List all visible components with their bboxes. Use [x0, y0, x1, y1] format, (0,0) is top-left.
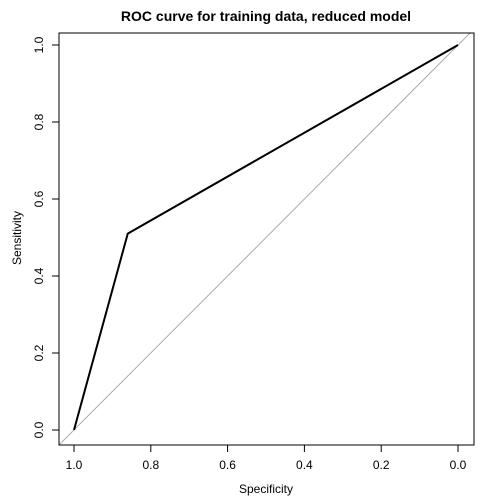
plot-clip-group	[59, 33, 471, 445]
diagonal-reference-line	[59, 33, 471, 445]
y-tick-label: 0.0	[32, 421, 46, 438]
x-tick-label: 0.0	[450, 458, 467, 472]
y-tick-label: 1.0	[32, 36, 46, 53]
y-axis: 0.0 0.2 0.4 0.6 0.8 1.0	[32, 36, 60, 438]
y-tick-label: 0.4	[32, 267, 46, 284]
x-tick-label: 0.4	[296, 458, 313, 472]
x-tick-label: 0.8	[142, 458, 159, 472]
x-tick-label: 1.0	[66, 458, 83, 472]
y-tick-label: 0.2	[32, 344, 46, 361]
x-axis: 1.0 0.8 0.6 0.4 0.2 0.0	[66, 444, 467, 472]
x-tick-label: 0.6	[219, 458, 236, 472]
x-axis-label: Specificity	[239, 482, 293, 496]
y-tick-label: 0.6	[32, 190, 46, 207]
x-tick-label: 0.2	[373, 458, 390, 472]
y-tick-label: 0.8	[32, 113, 46, 130]
roc-curve-line	[73, 44, 459, 431]
y-axis-label: Sensitivity	[10, 211, 24, 265]
chart-title: ROC curve for training data, reduced mod…	[121, 8, 411, 24]
